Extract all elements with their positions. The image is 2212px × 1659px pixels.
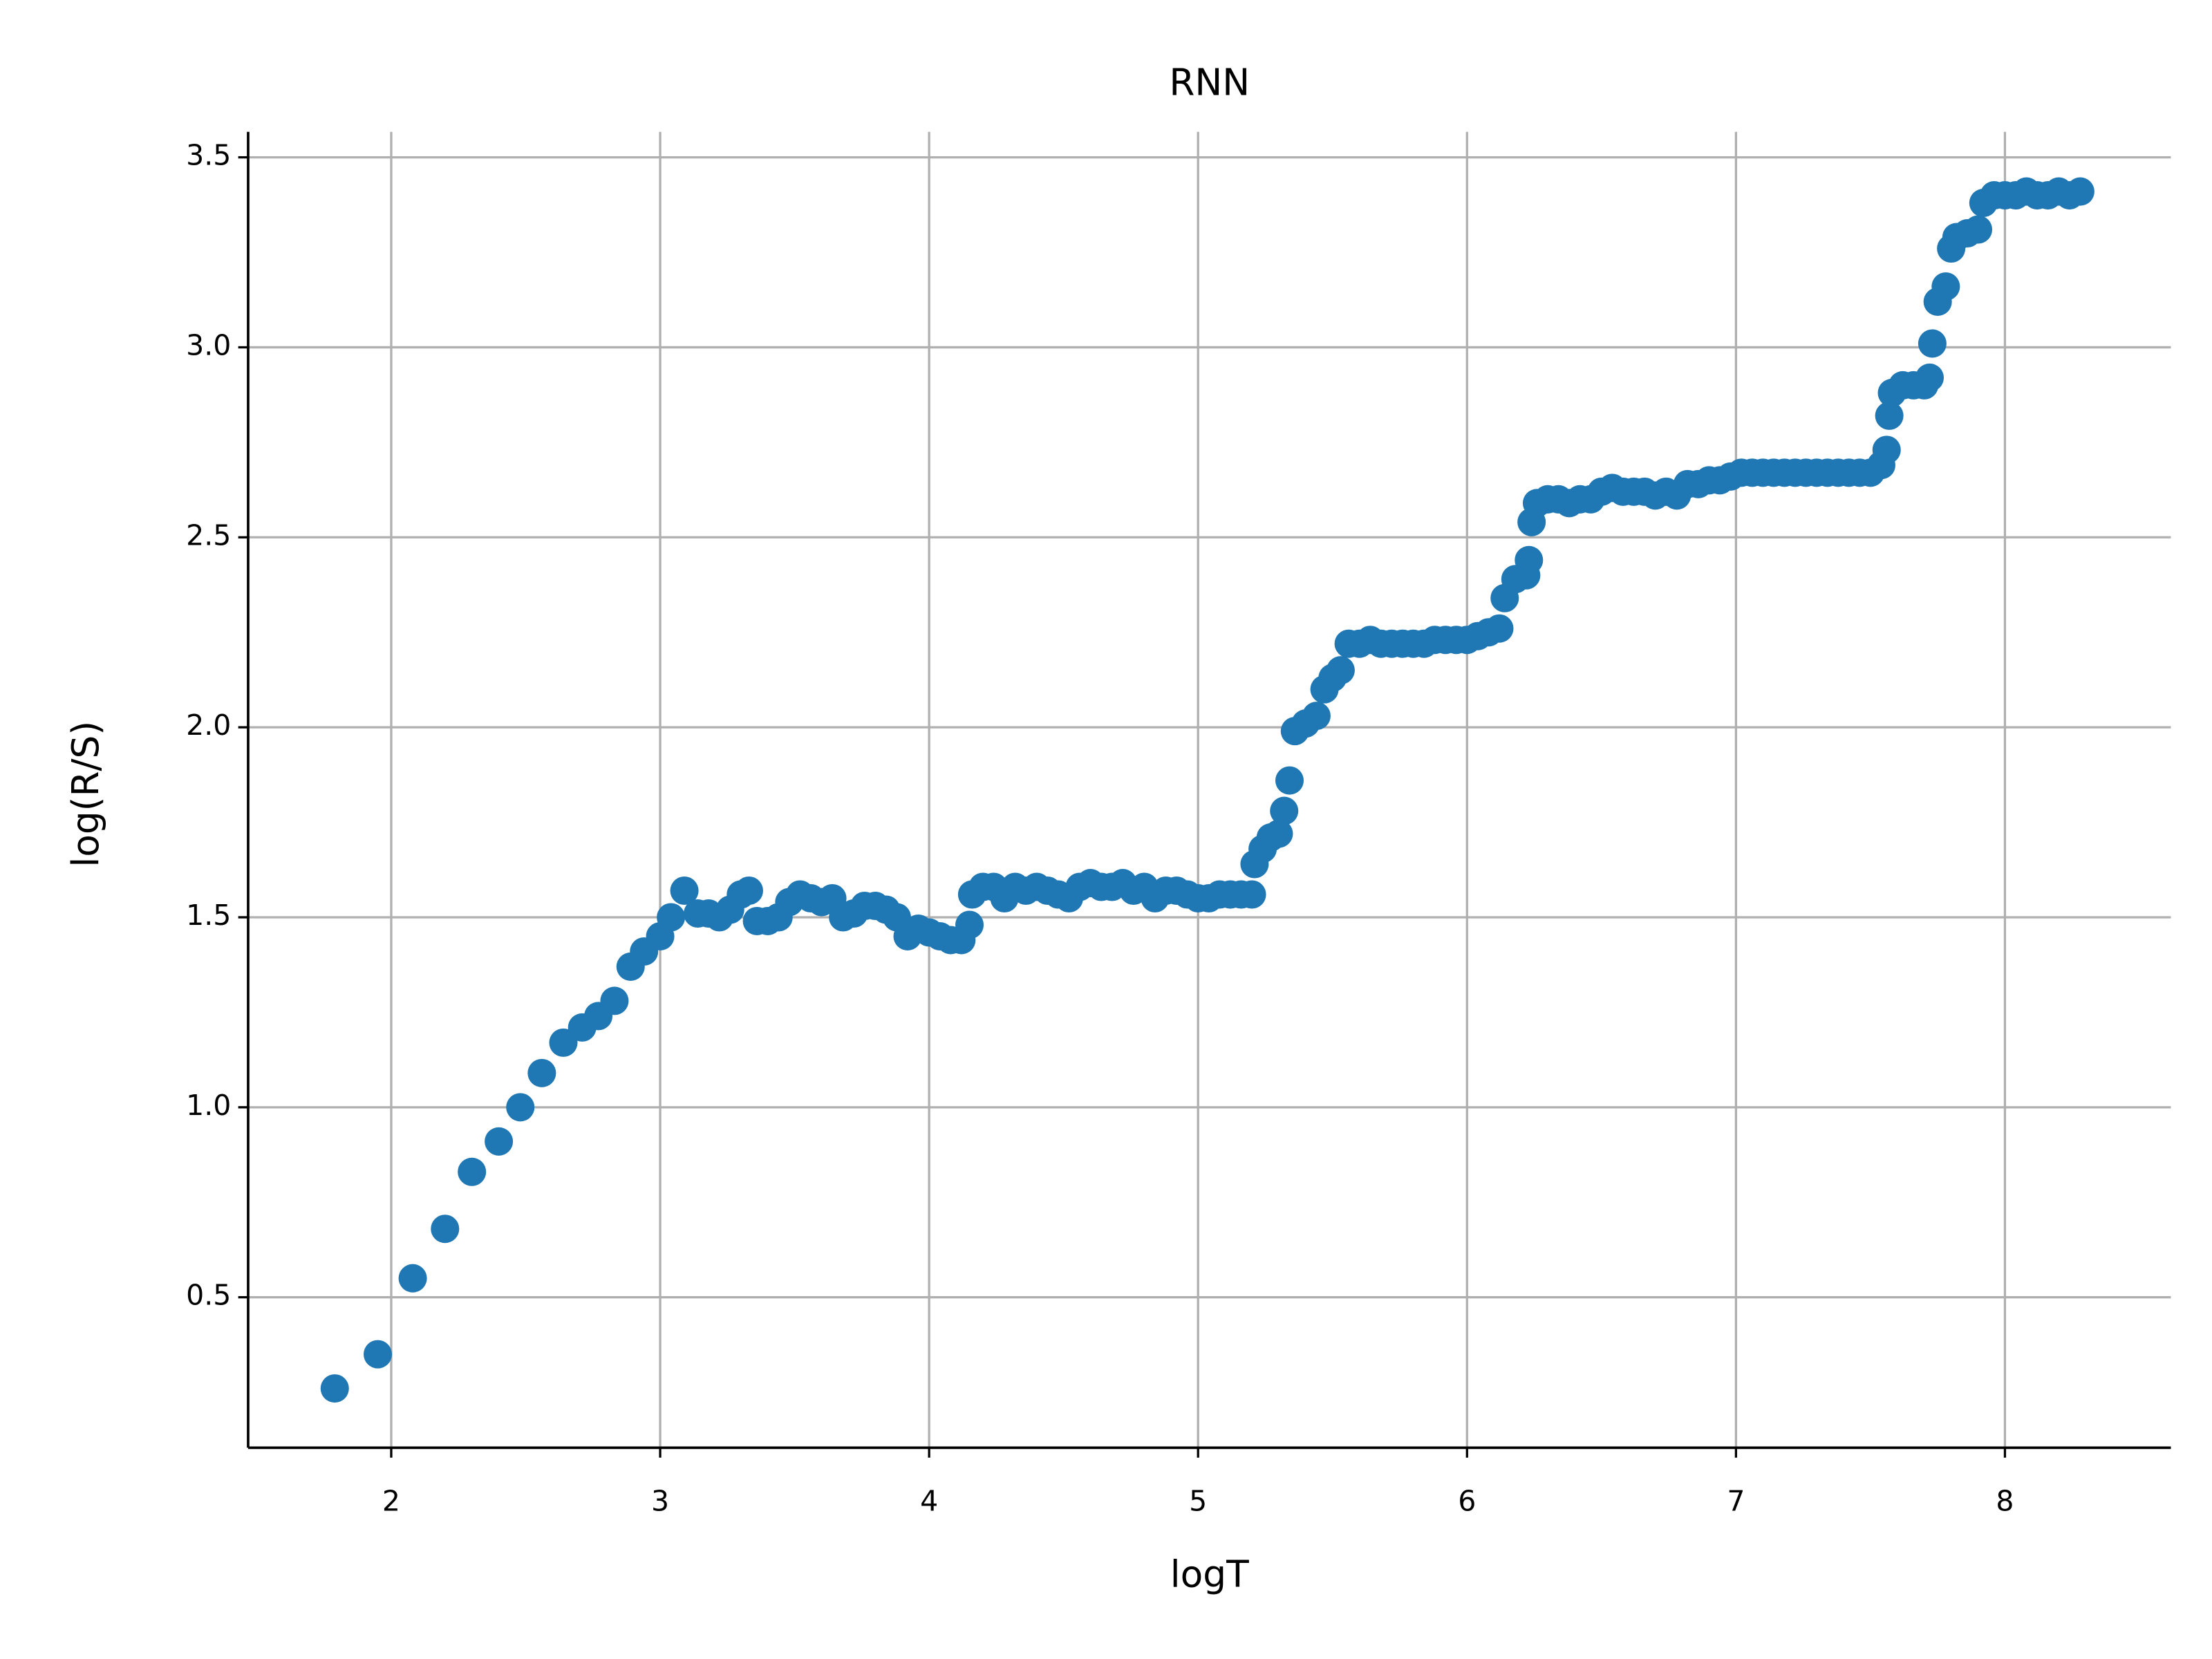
point [1964,215,1993,244]
point [527,1058,556,1087]
y-tick-label: 3.5 [186,139,231,172]
x-tick-label: 6 [1458,1484,1476,1517]
point [2065,177,2094,206]
y-tick-label: 2.0 [186,709,231,742]
point [363,1340,393,1369]
point [1918,329,1947,358]
point [485,1127,514,1156]
grid [247,131,2171,1448]
point [1237,880,1266,909]
x-axis-label: logT [1170,1553,1249,1596]
y-tick-label: 1.0 [186,1089,231,1122]
x-tick-label: 2 [382,1484,400,1517]
point [955,910,984,939]
y-tick-label: 2.5 [186,518,231,552]
point [1931,272,1960,301]
point [657,903,686,932]
point [320,1374,349,1403]
point [398,1264,427,1293]
x-tick-label: 4 [920,1484,938,1517]
point [1302,702,1331,731]
point [1485,614,1514,643]
axes: 2 3 4 5 6 7 8 0.5 1.0 1.5 2.0 2.5 3.0 3.5 [186,131,2171,1517]
point [670,876,699,906]
point [734,876,763,906]
y-tick-label: 1.5 [186,899,231,932]
point [431,1215,460,1244]
y-tick-label: 3.0 [186,328,231,362]
x-tick-label: 3 [651,1484,669,1517]
point [1270,796,1299,825]
x-tick-label: 7 [1727,1484,1745,1517]
point [1915,363,1944,392]
point [506,1093,535,1122]
chart-title: RNN [1169,61,1250,104]
point [1515,545,1544,574]
point [1275,766,1304,795]
x-tick-label: 5 [1189,1484,1207,1517]
point [1264,819,1293,848]
x-tick-label: 8 [1996,1484,2014,1517]
point [1872,435,1901,465]
point [1326,656,1355,685]
point [458,1157,487,1186]
point [600,986,629,1015]
y-axis-label: log(R/S) [64,721,107,868]
point [1875,401,1904,430]
y-tick-label: 0.5 [186,1279,231,1312]
points [320,177,2094,1403]
point [549,1028,578,1057]
